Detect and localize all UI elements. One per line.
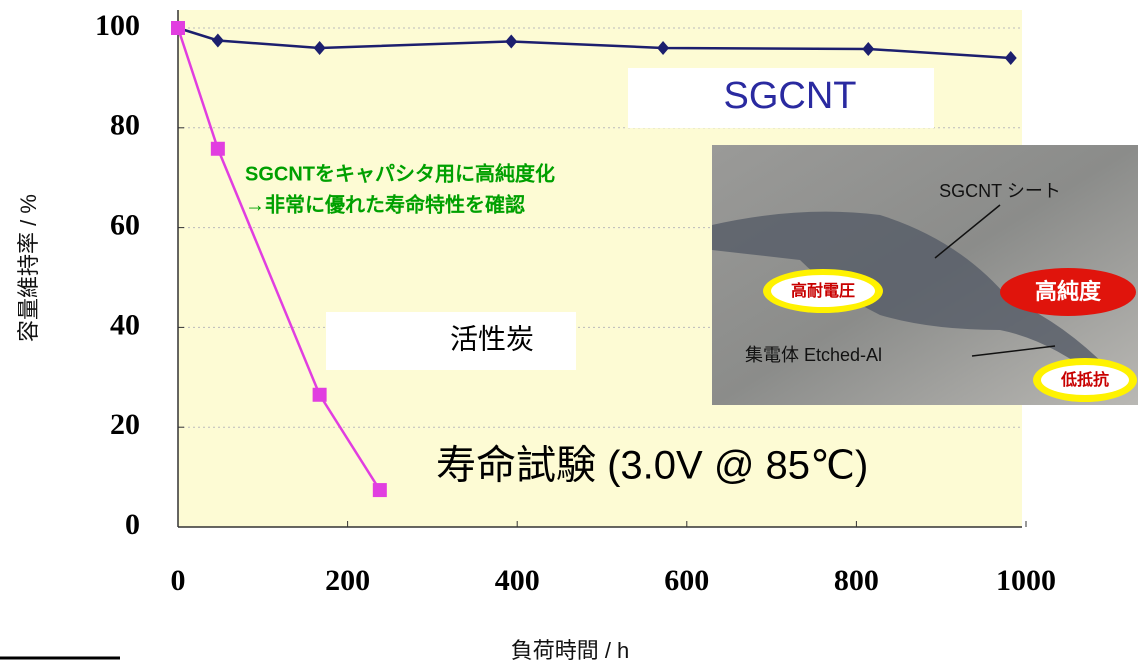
x-tick-label: 800	[834, 564, 879, 597]
x-tick-label: 0	[171, 564, 186, 597]
point	[313, 40, 326, 55]
badge	[1000, 268, 1136, 316]
point	[372, 483, 387, 498]
annotation: 寿命試験 (3.0V @ 85℃)	[436, 444, 868, 488]
point	[210, 141, 225, 156]
y-tick-label: 60	[110, 208, 140, 241]
x-axis-label: 負荷時間 / h	[511, 638, 630, 663]
inset-label: 低抵抗	[1060, 370, 1109, 389]
series-label: 活性炭	[450, 323, 534, 354]
point	[862, 41, 875, 56]
x-tick-label: 1000	[996, 564, 1056, 597]
y-tick-label: 40	[110, 308, 140, 341]
inset-label: 高純度	[1035, 279, 1102, 304]
point	[312, 387, 327, 402]
series-line	[176, 27, 381, 491]
annotation: →非常に優れた寿命特性を確認	[245, 192, 525, 216]
arrow	[934, 204, 1001, 259]
inset-label: SGCNT シート	[939, 181, 1061, 201]
y-axis-label: 容量維持率 / %	[16, 194, 41, 342]
inset-label: 高耐電圧	[791, 281, 855, 300]
point	[657, 40, 670, 55]
inset-label: 集電体 Etched-Al	[745, 345, 882, 365]
x-tick-label: 200	[325, 564, 370, 597]
grid	[178, 27, 1022, 428]
sheet	[712, 211, 1110, 380]
badge	[1041, 365, 1129, 395]
y-tick-label: 20	[110, 408, 140, 441]
label-box	[326, 312, 576, 370]
series-label: SGCNT	[724, 75, 857, 117]
annotation: SGCNTをキャパシタ用に高純度化	[245, 161, 555, 185]
point	[171, 21, 185, 35]
label-box	[628, 68, 934, 128]
point	[1004, 50, 1017, 65]
badge	[771, 275, 875, 307]
y-tick-label: 80	[110, 109, 140, 142]
point	[211, 33, 224, 48]
x-tick-label: 400	[495, 564, 540, 597]
inset-photo: SGCNT シート 高耐電圧 高純度 集電体 Etched-Al 低抵抗	[712, 145, 1138, 405]
arrow	[971, 345, 1056, 357]
x-tick-label: 600	[664, 564, 709, 597]
y-tick-label: 0	[125, 508, 140, 541]
point	[505, 34, 518, 49]
y-tick-label: 100	[95, 9, 140, 42]
